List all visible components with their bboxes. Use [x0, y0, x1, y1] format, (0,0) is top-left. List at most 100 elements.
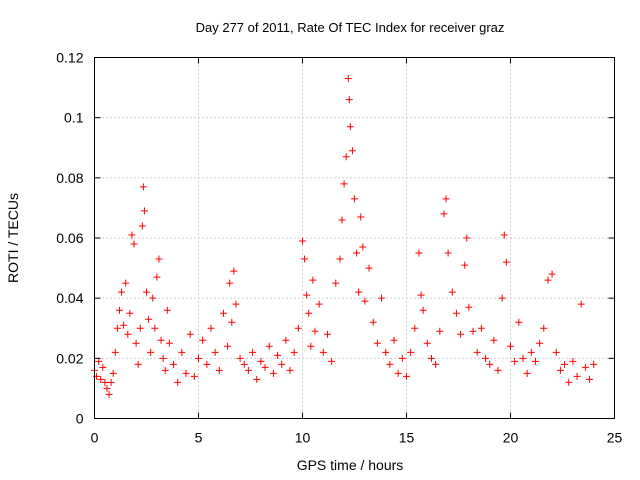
data-point [527, 348, 535, 356]
y-tick-label: 0.08 [56, 170, 83, 186]
data-point [199, 336, 207, 344]
data-point [345, 96, 353, 104]
data-point [502, 258, 510, 266]
data-point [95, 357, 103, 365]
data-point [473, 348, 481, 356]
data-point [581, 363, 589, 371]
data-point [153, 273, 161, 281]
data-point [195, 354, 202, 362]
data-point [463, 234, 471, 242]
data-point [278, 360, 286, 368]
data-point [469, 327, 477, 335]
data-point [115, 306, 123, 314]
data-point [307, 342, 315, 350]
data-point [361, 297, 369, 305]
data-point [500, 231, 508, 239]
data-point [348, 147, 356, 155]
data-point [219, 309, 227, 317]
data-point [407, 348, 415, 356]
data-point [111, 348, 119, 356]
data-point [182, 369, 190, 377]
data-point [161, 366, 169, 374]
data-point [340, 180, 348, 188]
data-points [91, 75, 598, 398]
data-point [174, 378, 182, 386]
data-point [536, 339, 544, 347]
data-point [457, 330, 465, 338]
data-point [170, 360, 178, 368]
y-axis-label: ROTI / TECUs [5, 193, 21, 283]
data-point [138, 222, 146, 230]
data-point [515, 318, 523, 326]
data-point [540, 324, 548, 332]
data-point [265, 342, 273, 350]
data-point [378, 294, 386, 302]
data-point [394, 369, 402, 377]
data-point [427, 354, 435, 362]
chart-title: Day 277 of 2011, Rate Of TEC Index for r… [196, 20, 505, 35]
data-point [440, 210, 448, 218]
data-point [365, 264, 373, 272]
data-point [442, 195, 450, 203]
data-point [351, 195, 358, 203]
data-point [353, 249, 361, 257]
data-point [477, 324, 485, 332]
data-point [494, 366, 502, 374]
data-point [232, 300, 240, 308]
data-point [569, 357, 577, 365]
y-tick-label: 0.04 [56, 290, 83, 306]
data-point [134, 360, 142, 368]
y-tick-label: 0.02 [56, 350, 83, 366]
data-point [319, 348, 327, 356]
data-point [328, 357, 336, 365]
data-point [105, 390, 113, 398]
data-point [286, 366, 294, 374]
y-tick-label: 0 [76, 411, 84, 427]
data-point [411, 324, 419, 332]
data-point [344, 75, 352, 83]
data-point [274, 351, 282, 359]
data-point [315, 300, 323, 308]
data-point [122, 279, 130, 287]
data-point [224, 342, 232, 350]
data-point [99, 363, 107, 371]
data-point [573, 372, 581, 380]
y-tick-label: 0.06 [56, 230, 83, 246]
data-point [257, 357, 265, 365]
data-point [290, 348, 298, 356]
data-point [586, 375, 594, 383]
data-point [323, 330, 331, 338]
x-tick-label: 0 [91, 430, 99, 446]
data-point [145, 315, 153, 323]
data-point [390, 336, 398, 344]
data-point [151, 324, 159, 332]
data-point [436, 327, 444, 335]
data-point [556, 366, 564, 374]
data-point [113, 324, 121, 332]
data-point [332, 279, 340, 287]
data-point [139, 183, 147, 191]
data-point [511, 357, 519, 365]
data-point [130, 240, 138, 248]
data-point [369, 318, 377, 326]
data-point [244, 366, 252, 374]
data-point [228, 318, 236, 326]
data-point [342, 153, 350, 161]
data-point [157, 336, 165, 344]
data-point [507, 342, 514, 350]
data-point [432, 360, 440, 368]
data-point [269, 369, 277, 377]
data-point [149, 294, 157, 302]
data-point [109, 369, 117, 377]
data-point [163, 306, 171, 314]
data-point [338, 216, 346, 224]
data-point [452, 309, 460, 317]
data-point [577, 300, 585, 308]
data-point [136, 324, 144, 332]
y-tick-label: 0.1 [64, 110, 84, 126]
data-point [282, 336, 290, 344]
data-point [403, 372, 410, 380]
data-point [107, 378, 115, 386]
data-point [124, 330, 132, 338]
data-point [159, 354, 167, 362]
